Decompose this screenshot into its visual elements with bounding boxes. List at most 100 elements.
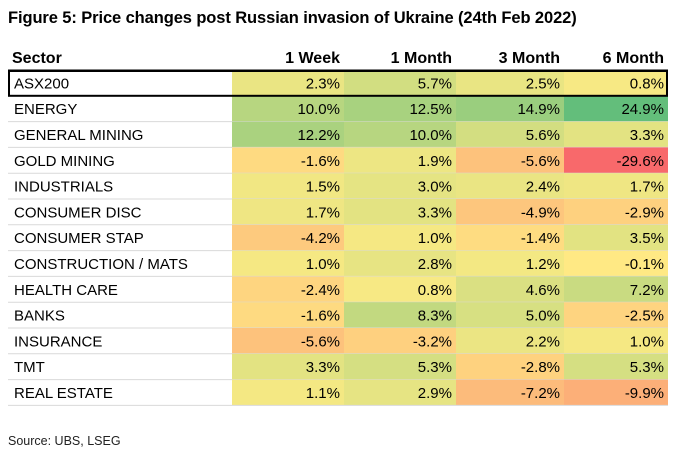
value-industrials-2: 2.4% — [526, 179, 560, 196]
cell-gold-mining-0 — [232, 147, 344, 174]
header-sector: Sector — [12, 50, 62, 67]
value-consumer-stap-0: -4.2% — [301, 230, 340, 247]
cell-consumer-stap-2 — [456, 224, 564, 251]
value-insurance-0: -5.6% — [301, 333, 340, 350]
value-general-mining-0: 12.2% — [297, 127, 340, 144]
row-label-industrials: INDUSTRIALS — [14, 179, 113, 196]
row-label-energy: ENERGY — [14, 101, 77, 118]
cell-real-estate-3 — [564, 379, 668, 406]
value-real-estate-0: 1.1% — [306, 385, 340, 402]
cell-health-care-1 — [344, 276, 456, 303]
value-real-estate-2: -7.2% — [521, 385, 560, 402]
value-banks-3: -2.5% — [625, 308, 664, 325]
cell-industrials-3 — [564, 173, 668, 199]
value-consumer-disc-1: 3.3% — [418, 204, 452, 221]
header-1-month: 1 Month — [391, 50, 452, 67]
cell-gold-mining-3 — [564, 147, 668, 174]
cell-real-estate-2 — [456, 379, 564, 406]
cell-general-mining-1 — [344, 121, 456, 148]
value-general-mining-2: 5.6% — [526, 127, 560, 144]
value-real-estate-1: 2.9% — [418, 385, 452, 402]
value-consumer-stap-3: 3.5% — [630, 230, 664, 247]
value-health-care-3: 7.2% — [630, 282, 664, 299]
value-tmt-3: 5.3% — [630, 359, 664, 376]
cell-gold-mining-1 — [344, 147, 456, 174]
cell-tmt-1 — [344, 353, 456, 380]
cell-tmt-0 — [232, 353, 344, 380]
value-asx200-3: 0.8% — [630, 75, 664, 92]
value-banks-0: -1.6% — [301, 308, 340, 325]
row-label-consumer-disc: CONSUMER DISC — [14, 204, 142, 221]
value-energy-3: 24.9% — [621, 101, 664, 118]
cell-industrials-2 — [456, 173, 564, 199]
value-general-mining-3: 3.3% — [630, 127, 664, 144]
row-label-banks: BANKS — [14, 308, 65, 325]
value-gold-mining-1: 1.9% — [418, 153, 452, 170]
cell-consumer-stap-1 — [344, 224, 456, 251]
value-consumer-disc-2: -4.9% — [521, 204, 560, 221]
cell-energy-2 — [456, 95, 564, 122]
cell-energy-3 — [564, 95, 668, 122]
cell-tmt-3 — [564, 353, 668, 380]
cell-construction-mats-2 — [456, 250, 564, 277]
row-label-consumer-stap: CONSUMER STAP — [14, 230, 144, 247]
value-asx200-1: 5.7% — [418, 75, 452, 92]
cell-asx200-1 — [344, 70, 456, 96]
cell-general-mining-0 — [232, 121, 344, 148]
cell-industrials-1 — [344, 173, 456, 199]
value-construction-mats-2: 1.2% — [526, 256, 560, 273]
cell-tmt-2 — [456, 353, 564, 380]
cell-energy-0 — [232, 95, 344, 122]
value-energy-0: 10.0% — [297, 101, 340, 118]
value-consumer-stap-2: -1.4% — [521, 230, 560, 247]
row-label-insurance: INSURANCE — [14, 333, 102, 350]
cell-real-estate-0 — [232, 379, 344, 406]
row-label-gold-mining: GOLD MINING — [14, 153, 115, 170]
cell-consumer-disc-3 — [564, 199, 668, 225]
cell-banks-1 — [344, 302, 456, 328]
value-insurance-2: 2.2% — [526, 333, 560, 350]
cell-consumer-stap-3 — [564, 224, 668, 251]
cell-banks-0 — [232, 302, 344, 328]
value-general-mining-1: 10.0% — [409, 127, 452, 144]
value-health-care-0: -2.4% — [301, 282, 340, 299]
cell-general-mining-2 — [456, 121, 564, 148]
cell-gold-mining-2 — [456, 147, 564, 174]
value-consumer-disc-3: -2.9% — [625, 204, 664, 221]
value-banks-1: 8.3% — [418, 308, 452, 325]
value-gold-mining-2: -5.6% — [521, 153, 560, 170]
cell-asx200-2 — [456, 70, 564, 96]
cell-health-care-3 — [564, 276, 668, 303]
cell-real-estate-1 — [344, 379, 456, 406]
value-asx200-2: 2.5% — [526, 75, 560, 92]
cell-insurance-3 — [564, 328, 668, 354]
cell-asx200-3 — [564, 70, 668, 96]
value-tmt-2: -2.8% — [521, 359, 560, 376]
cell-asx200-0 — [232, 70, 344, 96]
header-6-month: 6 Month — [603, 50, 664, 67]
value-energy-1: 12.5% — [409, 101, 452, 118]
value-health-care-2: 4.6% — [526, 282, 560, 299]
cell-banks-3 — [564, 302, 668, 328]
value-asx200-0: 2.3% — [306, 75, 340, 92]
value-energy-2: 14.9% — [517, 101, 560, 118]
value-construction-mats-3: -0.1% — [625, 256, 664, 273]
value-health-care-1: 0.8% — [418, 282, 452, 299]
chart-title: Figure 5: Price changes post Russian inv… — [8, 9, 577, 27]
cell-consumer-disc-2 — [456, 199, 564, 225]
value-industrials-0: 1.5% — [306, 179, 340, 196]
value-banks-2: 5.0% — [526, 308, 560, 325]
value-construction-mats-0: 1.0% — [306, 256, 340, 273]
row-label-real-estate: REAL ESTATE — [14, 385, 113, 402]
cell-insurance-0 — [232, 328, 344, 354]
value-insurance-1: -3.2% — [413, 333, 452, 350]
cell-banks-2 — [456, 302, 564, 328]
cell-health-care-0 — [232, 276, 344, 303]
cell-construction-mats-0 — [232, 250, 344, 277]
value-industrials-3: 1.7% — [630, 179, 664, 196]
value-real-estate-3: -9.9% — [625, 385, 664, 402]
cell-construction-mats-1 — [344, 250, 456, 277]
row-label-asx200: ASX200 — [14, 75, 69, 92]
value-tmt-1: 5.3% — [418, 359, 452, 376]
cell-consumer-disc-1 — [344, 199, 456, 225]
